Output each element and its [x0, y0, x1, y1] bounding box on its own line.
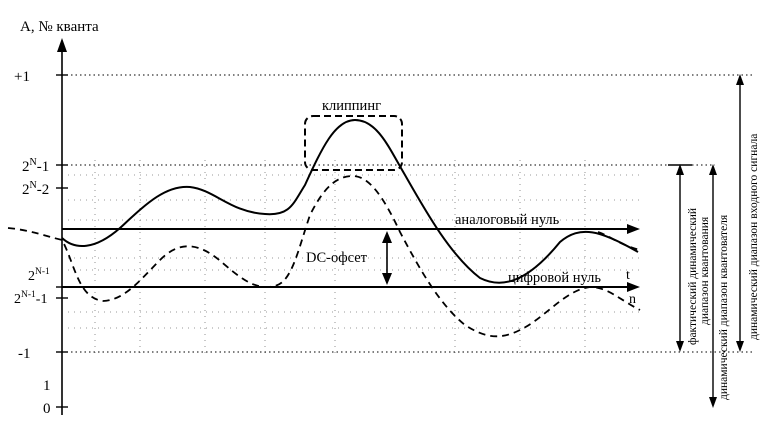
dc-offset-label: DC-офсет: [306, 250, 368, 266]
clipping-label: клиппинг: [322, 98, 381, 114]
dc-offset-arrow-up-icon: [382, 231, 392, 243]
digital-zero-arrow-icon: [627, 282, 640, 292]
actual-range-label-2: диапазон квантования: [699, 216, 711, 325]
level-zero: 0: [43, 401, 51, 417]
level-minus-one: -1: [18, 346, 31, 362]
background-grid: [68, 160, 640, 355]
input-range-arrow-top-icon: [736, 74, 744, 85]
input-range-label: динамический диапазон входного сигнала: [748, 134, 760, 340]
level-one: 1: [43, 378, 51, 394]
y-axis-title: A, № кванта: [20, 19, 99, 35]
digital-signal-curve: [7, 175, 641, 338]
actual-range-label-1: фактический динамический: [687, 208, 699, 345]
actual-range-arrow-top-icon: [676, 164, 684, 175]
quantizer-range-arrow-top-icon: [709, 164, 717, 175]
level-half-code: 2N-1: [28, 267, 50, 284]
dc-offset-arrow-down-icon: [382, 273, 392, 285]
level-max-code: 2N-1: [22, 157, 49, 175]
level-plus-one: +1: [14, 69, 30, 85]
actual-range-arrow-bottom-icon: [676, 341, 684, 352]
level-half-code-minus: 2N-1-1: [14, 290, 47, 307]
quantizer-range-label: динамический диапазон квантователя: [718, 214, 730, 400]
analog-signal-curve: [61, 118, 639, 284]
digital-zero-label: цифровой нуль: [508, 270, 601, 286]
clipping-box: [304, 115, 403, 171]
analog-zero-label: аналоговый нуль: [455, 212, 560, 228]
quantizer-range-arrow-bottom-icon: [709, 397, 717, 408]
y-axis-arrow-icon: [57, 38, 67, 52]
digital-index-symbol: n: [629, 292, 636, 307]
level-max-code-minus: 2N-2: [22, 180, 49, 198]
input-range-arrow-bottom-icon: [736, 341, 744, 352]
analog-time-symbol: t: [626, 268, 630, 283]
digital-signal-tail: [597, 231, 641, 251]
analog-zero-arrow-icon: [627, 224, 640, 234]
